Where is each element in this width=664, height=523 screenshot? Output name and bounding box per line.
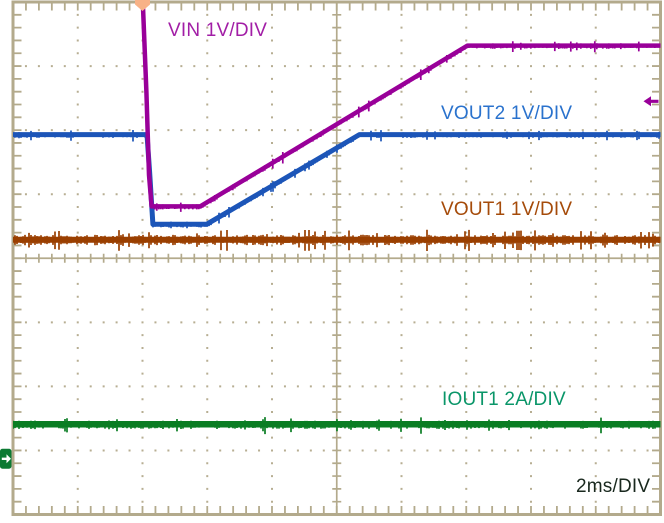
iout1-level-arrow-glyph [1, 454, 11, 464]
timebase-label: 2ms/DIV [576, 476, 651, 497]
vin-level-arrow-icon [643, 96, 659, 107]
center-axes [13, 2, 661, 515]
iout1-channel-label: IOUT1 2A/DIV [442, 389, 566, 410]
vin-trace [140, 2, 661, 209]
trigger-marker-icon [135, 0, 150, 11]
vout2-channel-label: VOUT2 1V/DIV [441, 103, 573, 124]
vin-channel-label: VIN 1V/DIV [168, 20, 268, 41]
vout1-channel-label: VOUT1 1V/DIV [441, 199, 573, 220]
